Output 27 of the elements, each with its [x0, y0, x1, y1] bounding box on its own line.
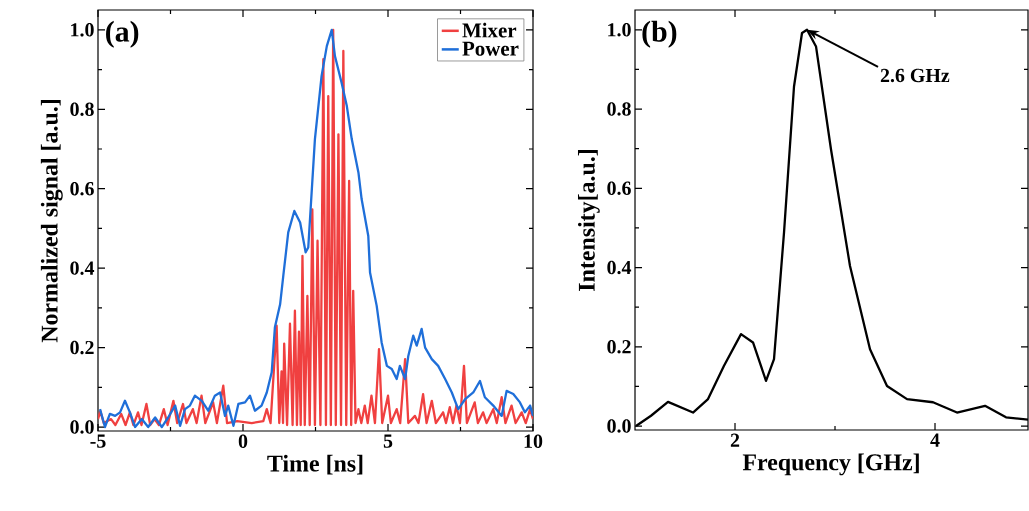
y-tick-label: 0.8 [607, 102, 631, 116]
y-tick-label: 0.4 [70, 261, 95, 275]
y-axis-title: Normalized signal [a.u.] [40, 100, 63, 343]
x-tick-label: 5 [383, 434, 393, 448]
y-tick-label: 0.4 [607, 260, 632, 275]
x-tick-label: 4 [930, 433, 940, 447]
y-tick-label: 0.6 [607, 181, 631, 196]
legend-label: Mixer [462, 22, 517, 38]
y-tick-label: 1.0 [71, 23, 94, 37]
y-tick-label: 0.2 [70, 340, 94, 355]
x-tick-label: -5 [90, 434, 106, 448]
y-tick-label: 0.8 [70, 102, 94, 117]
x-tick-label: 2 [730, 433, 740, 447]
x-axis-title: Time [ns] [267, 454, 363, 475]
y-tick-label: 0.0 [70, 420, 94, 434]
annotation: (b) [642, 20, 677, 48]
legend-label: Power [462, 41, 519, 56]
y-axis-title: Intensity[a.u.] [577, 150, 600, 291]
x-axis-title: Frequency [GHz] [742, 453, 919, 476]
x-tick-label: 10 [524, 434, 543, 448]
y-tick-label: 0.2 [607, 340, 631, 354]
y-tick-label: 0.0 [607, 419, 631, 433]
annotation: 2.6 GHz [880, 68, 950, 83]
x-tick-label: 0 [238, 434, 248, 448]
y-tick-label: 0.6 [70, 181, 94, 196]
annotation: (a) [106, 20, 139, 48]
y-tick-label: 1.0 [608, 23, 631, 37]
